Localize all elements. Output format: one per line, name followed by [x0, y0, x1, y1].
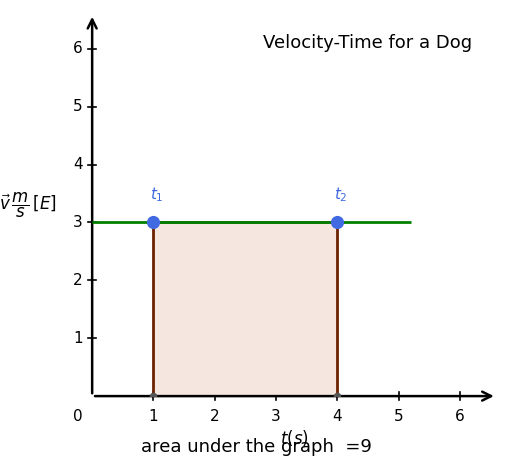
Text: 6: 6	[73, 41, 83, 56]
Text: 1: 1	[148, 409, 158, 424]
Point	[150, 392, 158, 400]
Text: Velocity-Time for a Dog: Velocity-Time for a Dog	[263, 34, 473, 52]
Text: 1: 1	[73, 331, 83, 346]
Text: 3: 3	[271, 409, 281, 424]
Point	[333, 219, 342, 226]
Text: 2: 2	[73, 273, 83, 288]
Text: $t_1$: $t_1$	[151, 185, 164, 204]
Text: 5: 5	[73, 99, 83, 114]
Text: 3: 3	[73, 215, 83, 230]
Text: $\vec{v}\,\dfrac{m}{s}\,[E]$: $\vec{v}\,\dfrac{m}{s}\,[E]$	[0, 191, 57, 219]
Point	[333, 392, 342, 400]
Text: area under the graph  =9: area under the graph =9	[141, 438, 371, 456]
Text: 6: 6	[455, 409, 465, 424]
Text: $t_2$: $t_2$	[334, 185, 348, 204]
Text: 2: 2	[210, 409, 220, 424]
Text: 4: 4	[332, 409, 342, 424]
Bar	[154, 222, 337, 396]
Text: $t(s)$: $t(s)$	[280, 428, 309, 448]
Text: 4: 4	[73, 157, 83, 172]
Text: 5: 5	[394, 409, 403, 424]
Point	[150, 219, 158, 226]
Text: 0: 0	[73, 409, 83, 424]
